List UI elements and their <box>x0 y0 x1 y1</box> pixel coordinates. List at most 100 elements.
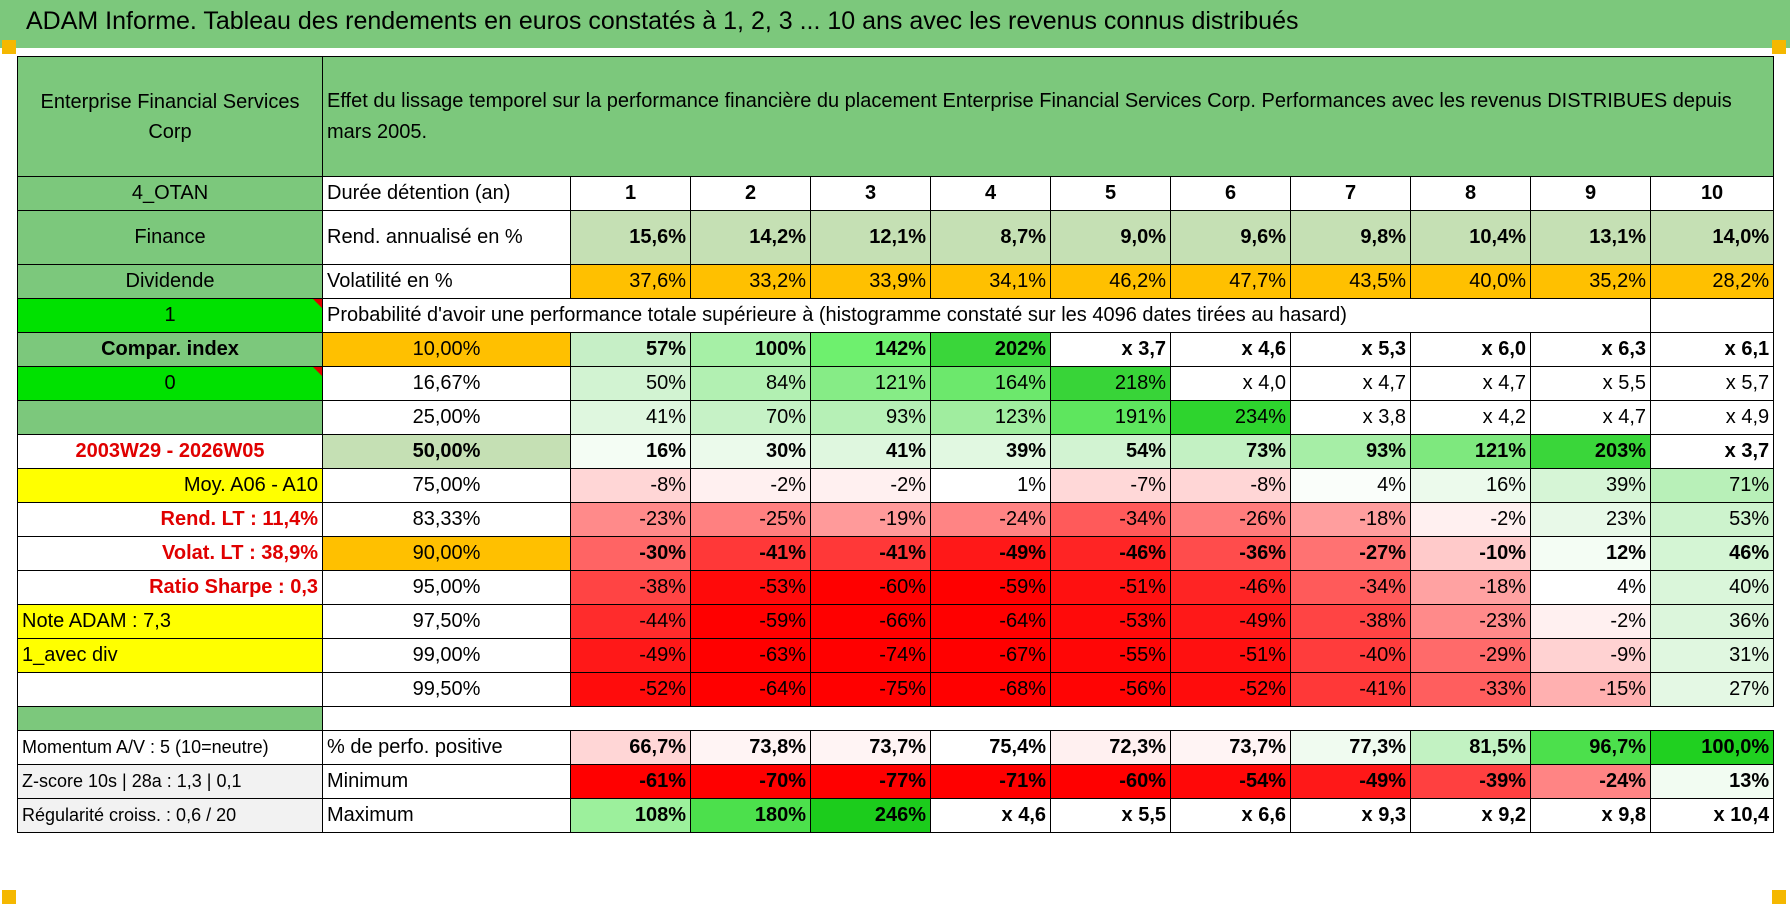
minimum-label: Minimum <box>322 764 571 799</box>
volat-lt-cell: Volat. LT : 38,9% <box>17 536 323 571</box>
quantile-value: 123% <box>930 400 1051 435</box>
quantile-value: -41% <box>810 536 931 571</box>
table-row: 0 16,67% 50% 84% 121% 164% 218% x 4,0 x 4,7 x 4,7… <box>17 366 1775 401</box>
quantile-value: -55% <box>1050 638 1171 673</box>
duree-value: 7 <box>1290 176 1411 211</box>
quantile-value: x 4,6 <box>1170 332 1291 367</box>
performance-table: Enterprise Financial Services Corp Effet… <box>17 56 1775 833</box>
corner-marker <box>1772 40 1786 54</box>
minimum-value: -39% <box>1410 764 1531 799</box>
quantile-value: x 6,1 <box>1649 332 1775 367</box>
quantile-value: 57% <box>570 332 691 367</box>
sharpe-cell: Ratio Sharpe : 0,3 <box>17 570 323 605</box>
title-banner: ADAM Informe. Tableau des rendements en … <box>0 0 1790 48</box>
quantile-pct: 97,50% <box>322 604 571 639</box>
quantile-value: -52% <box>570 672 691 707</box>
vol-value: 33,9% <box>810 264 931 299</box>
rend-label: Rend. annualisé en % <box>322 210 571 265</box>
quantile-value: -27% <box>1290 536 1411 571</box>
quantile-value: 164% <box>930 366 1051 401</box>
corner-marker <box>2 40 16 54</box>
positive-value: 73,7% <box>1170 730 1291 765</box>
duree-value: 9 <box>1530 176 1651 211</box>
maximum-value: 180% <box>690 798 811 833</box>
quantile-value: -64% <box>930 604 1051 639</box>
empty-cell <box>17 672 323 707</box>
quantile-value: x 4,0 <box>1170 366 1291 401</box>
quantile-value: 203% <box>1530 434 1651 469</box>
moy-cell: Moy. A06 - A10 <box>17 468 323 503</box>
quantile-value: x 5,7 <box>1649 366 1775 401</box>
table-row: Momentum A/V : 5 (10=neutre)% de perfo. … <box>17 730 1775 765</box>
duree-value: 6 <box>1170 176 1291 211</box>
note-cell: Note ADAM : 7,3 <box>17 604 323 639</box>
regularite-cell: Régularité croiss. : 0,6 / 20 <box>17 798 323 833</box>
quantile-pct: 95,00% <box>322 570 571 605</box>
duree-value: 3 <box>810 176 931 211</box>
sector-cell: Finance <box>17 210 323 265</box>
quantile-value: 16% <box>1410 468 1531 503</box>
vol-value: 28,2% <box>1649 264 1775 299</box>
minimum-value: 13% <box>1649 764 1775 799</box>
rend-value: 8,7% <box>930 210 1051 265</box>
quantile-value: -2% <box>1410 502 1531 537</box>
corner-marker <box>1772 890 1786 904</box>
quantile-value: x 3,8 <box>1290 400 1411 435</box>
table-row: 2003W29 - 2026W05 50,00% 16% 30% 41% 39% 54% 73… <box>17 434 1775 469</box>
quantile-pct: 90,00% <box>322 536 571 571</box>
quantile-value: 218% <box>1050 366 1171 401</box>
quantile-value: -24% <box>930 502 1051 537</box>
quantile-value: -59% <box>690 604 811 639</box>
quantile-pct: 25,00% <box>322 400 571 435</box>
duree-value: 1 <box>570 176 691 211</box>
empty-cell <box>1649 298 1775 333</box>
duree-value: 2 <box>690 176 811 211</box>
quantile-value: 93% <box>810 400 931 435</box>
vol-value: 47,7% <box>1170 264 1291 299</box>
positive-label: % de perfo. positive <box>322 730 571 765</box>
quantile-value: -7% <box>1050 468 1171 503</box>
duree-value: 5 <box>1050 176 1171 211</box>
minimum-value: -24% <box>1530 764 1651 799</box>
vol-value: 33,2% <box>690 264 811 299</box>
quantile-value: -10% <box>1410 536 1531 571</box>
quantile-pct: 99,00% <box>322 638 571 673</box>
table-row: Régularité croiss. : 0,6 / 20 Maximum 108%… <box>17 798 1775 833</box>
quantile-value: -49% <box>570 638 691 673</box>
separator-cell <box>323 707 1774 731</box>
quantile-value: -64% <box>690 672 811 707</box>
quantile-value: -49% <box>1170 604 1291 639</box>
positive-value: 77,3% <box>1290 730 1411 765</box>
quantile-value: -46% <box>1170 570 1291 605</box>
rend-value: 13,1% <box>1530 210 1651 265</box>
quantile-value: -41% <box>1290 672 1411 707</box>
minimum-value: -77% <box>810 764 931 799</box>
quantile-value: 1% <box>930 468 1051 503</box>
quantile-value: -53% <box>1050 604 1171 639</box>
empty-green-cell <box>17 400 323 435</box>
rend-value: 15,6% <box>570 210 691 265</box>
quantile-value: -2% <box>690 468 811 503</box>
minimum-value: -54% <box>1170 764 1291 799</box>
table-row: Rend. LT : 11,4% 83,33% -23% -25% -19% -24% -3… <box>17 502 1775 537</box>
quantile-value: 54% <box>1050 434 1171 469</box>
positive-value: 81,5% <box>1410 730 1531 765</box>
minimum-value: -71% <box>930 764 1051 799</box>
quantile-value: 234% <box>1170 400 1291 435</box>
quantile-value: 27% <box>1649 672 1775 707</box>
quantile-value: -52% <box>1170 672 1291 707</box>
quantile-pct: 99,50% <box>322 672 571 707</box>
quantile-pct: 16,67% <box>322 366 571 401</box>
quantile-value: -15% <box>1530 672 1651 707</box>
quantile-value: 50% <box>570 366 691 401</box>
maximum-value: x 5,5 <box>1050 798 1171 833</box>
positive-value: 73,8% <box>690 730 811 765</box>
period-cell: 2003W29 - 2026W05 <box>17 434 323 469</box>
table-row: 99,50% -52% -64% -75% -68% -56% -52% -41% -33% -1… <box>17 672 1775 707</box>
quantile-value: 142% <box>810 332 931 367</box>
empty-cell <box>1530 298 1651 333</box>
quantile-value: x 3,7 <box>1050 332 1171 367</box>
quantile-value: x 5,5 <box>1530 366 1651 401</box>
positive-value: 100,0% <box>1649 730 1775 765</box>
quantile-value: 202% <box>930 332 1051 367</box>
